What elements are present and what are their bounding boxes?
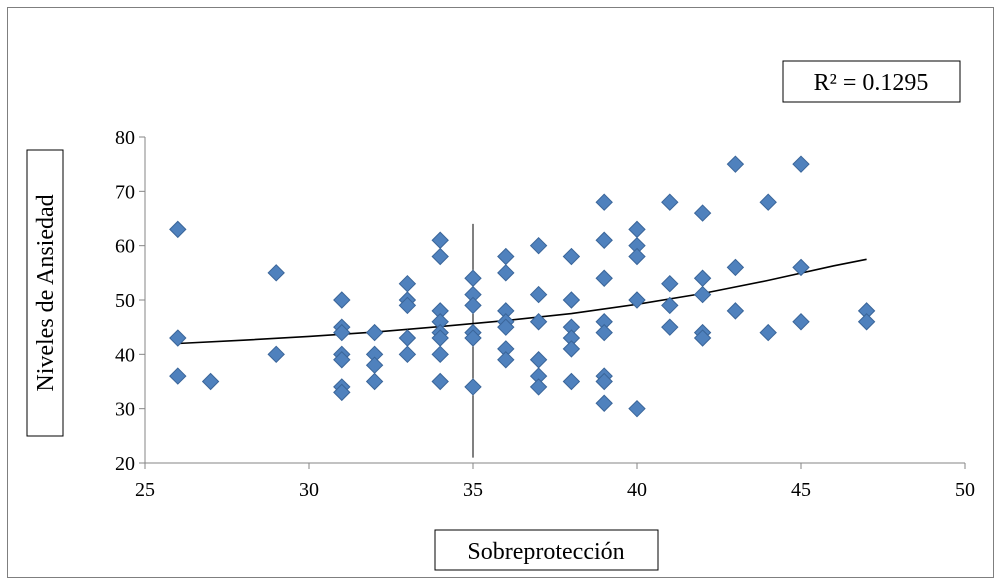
data-point [529,236,548,255]
data-point [169,329,187,347]
data-point [661,274,679,293]
data-point [726,155,745,173]
y-axis-title: Niveles de Ansiedad [26,149,64,437]
data-point [497,318,515,336]
data-point [464,269,482,287]
data-point [562,372,581,391]
y-tick-label: 60 [115,236,135,258]
data-point [497,264,515,282]
y-ticks-group: 20 30 40 50 60 70 80 [115,127,145,475]
x-axis-title-text: Sobreprotección [467,539,624,565]
data-point [628,291,646,309]
data-point [497,351,515,369]
data-point [792,155,810,173]
x-tick-label: 50 [955,479,975,501]
data-point [398,345,417,364]
y-tick-label: 50 [115,290,135,312]
data-point [628,399,646,418]
data-point [693,269,712,287]
x-tick-label: 25 [135,479,155,501]
data-point [529,378,548,396]
r-squared-text: R² = 0.1295 [814,70,929,96]
y-tick-label: 80 [115,127,135,149]
r-squared-annotation: R² = 0.1295 [782,60,961,103]
data-point [792,258,810,277]
data-point [759,323,777,342]
data-point [529,351,548,369]
data-point [333,291,351,309]
data-points-group [169,155,876,418]
data-point [365,356,384,374]
data-point [693,329,712,347]
data-point [759,193,777,211]
data-point [595,193,613,211]
data-point [628,220,646,239]
data-point [169,367,187,385]
data-point [693,285,712,304]
data-point [693,204,712,222]
data-point [792,313,810,331]
data-point [365,372,384,391]
data-point [529,285,548,304]
data-point [595,394,613,412]
data-point [169,220,187,239]
data-point [562,247,581,266]
data-point [267,264,285,282]
x-tick-label: 35 [463,479,483,501]
data-point [595,323,613,342]
data-point [726,258,745,277]
data-point [464,296,482,315]
data-point [267,345,285,364]
data-point [497,247,515,266]
data-point [365,323,384,342]
data-point [431,231,449,249]
y-axis-title-text: Niveles de Ansiedad [33,194,59,391]
data-point [595,269,613,287]
axes-group [144,137,965,464]
data-point [431,372,449,391]
data-point [529,313,548,331]
data-point [595,372,613,391]
x-tick-label: 40 [627,479,647,501]
data-point [628,247,646,266]
x-tick-label: 30 [299,479,319,501]
data-point [201,372,220,391]
data-point [726,302,745,320]
data-point [431,345,449,364]
data-point [661,296,679,315]
x-tick-label: 45 [791,479,811,501]
data-point [333,351,351,369]
data-point [661,193,679,211]
data-point [661,318,679,336]
data-point [562,291,581,309]
x-axis-title: Sobreprotección [434,529,659,571]
y-tick-label: 70 [115,181,135,203]
data-point [398,274,417,293]
data-point [857,313,876,331]
data-point [464,378,482,396]
y-tick-label: 40 [115,344,135,366]
x-ticks-group: 25 30 35 40 45 50 [135,463,975,501]
data-point [398,329,417,347]
data-point [398,296,417,315]
data-point [431,247,449,266]
data-point [464,329,482,347]
data-point [562,340,581,358]
data-point [333,323,351,342]
y-tick-label: 20 [115,453,135,475]
data-point [333,383,351,402]
y-tick-label: 30 [115,399,135,421]
data-point [595,231,613,249]
